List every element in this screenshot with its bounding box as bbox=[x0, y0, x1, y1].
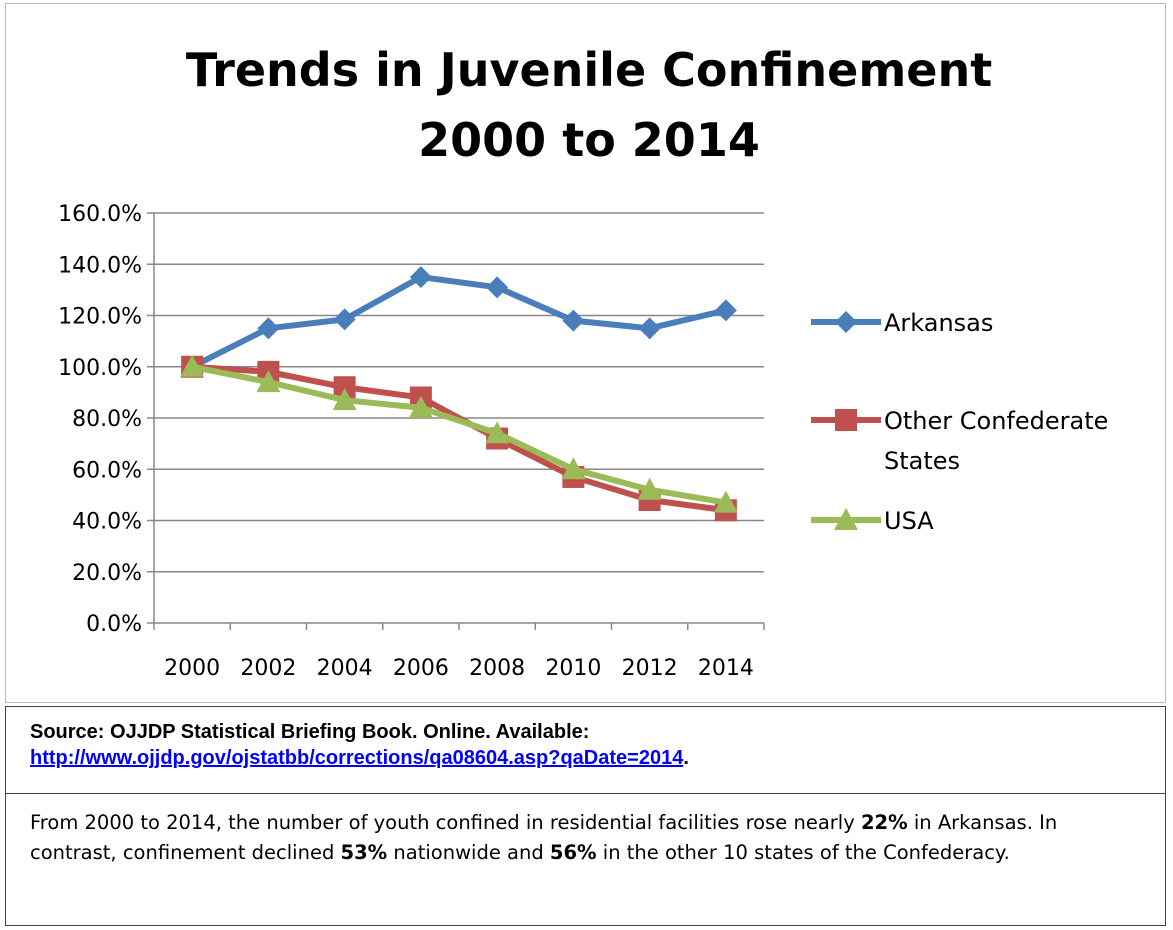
data-point bbox=[256, 370, 281, 393]
y-tick-label: 40.0% bbox=[72, 510, 142, 535]
data-point bbox=[409, 266, 432, 289]
note-bold: 56% bbox=[549, 841, 597, 864]
legend-label: USA bbox=[884, 507, 934, 535]
data-point bbox=[257, 317, 280, 340]
note-text: in Arkansas. In contrast, confinement de… bbox=[30, 811, 1058, 864]
note-bold: 53% bbox=[340, 841, 388, 864]
data-point bbox=[714, 299, 737, 322]
data-point bbox=[333, 308, 356, 331]
series-line-usa bbox=[191, 363, 727, 506]
y-tick-label: 100.0% bbox=[58, 356, 142, 381]
y-tick-label: 80.0% bbox=[72, 407, 142, 432]
data-point bbox=[637, 477, 662, 500]
data-point bbox=[562, 309, 585, 332]
data-point bbox=[638, 317, 661, 340]
x-tick-label: 2000 bbox=[164, 656, 220, 681]
x-tick-label: 2004 bbox=[317, 656, 373, 681]
note-text: nationwide and bbox=[387, 841, 550, 864]
note-bold: 22% bbox=[860, 811, 908, 834]
y-tick-label: 160.0% bbox=[58, 202, 142, 227]
source-period: . bbox=[683, 747, 689, 769]
legend-marker bbox=[835, 409, 857, 431]
source-box: Source: OJJDP Statistical Briefing Book.… bbox=[5, 706, 1166, 794]
x-tick-label: 2014 bbox=[698, 656, 754, 681]
chart-title: 2000 to 2014 bbox=[418, 113, 760, 167]
source-link[interactable]: http://www.ojjdp.gov/ojstatbb/correction… bbox=[30, 747, 684, 769]
note-text: From 2000 to 2014, the number of youth c… bbox=[30, 811, 861, 834]
legend-label: States bbox=[884, 447, 960, 475]
legend-label: Other Confederate bbox=[884, 407, 1108, 435]
note-box: From 2000 to 2014, the number of youth c… bbox=[5, 793, 1166, 926]
data-point bbox=[485, 421, 510, 444]
data-point bbox=[486, 276, 509, 299]
data-point bbox=[333, 376, 356, 399]
data-point bbox=[180, 354, 205, 377]
y-tick-label: 20.0% bbox=[72, 561, 142, 586]
legend-marker bbox=[835, 311, 857, 333]
x-tick-label: 2006 bbox=[393, 656, 449, 681]
data-point bbox=[332, 388, 357, 411]
data-point bbox=[713, 490, 738, 513]
y-tick-label: 120.0% bbox=[58, 305, 142, 330]
y-tick-label: 140.0% bbox=[58, 253, 142, 278]
x-tick-label: 2010 bbox=[545, 656, 601, 681]
x-tick-label: 2008 bbox=[469, 656, 525, 681]
chart-area: Trends in Juvenile Confinement 2000 to 20… bbox=[5, 3, 1166, 703]
line-chart: Trends in Juvenile Confinement 2000 to 20… bbox=[58, 43, 1108, 681]
data-point bbox=[561, 457, 586, 480]
x-tick-label: 2012 bbox=[622, 656, 678, 681]
data-point bbox=[408, 395, 433, 418]
y-tick-label: 0.0% bbox=[86, 612, 142, 637]
legend-label: Arkansas bbox=[884, 309, 993, 337]
series-line-arkansas bbox=[190, 274, 727, 370]
x-tick-label: 2002 bbox=[240, 656, 296, 681]
source-label: Source: OJJDP Statistical Briefing Book.… bbox=[30, 721, 590, 743]
legend-marker bbox=[834, 508, 858, 530]
y-tick-label: 60.0% bbox=[72, 458, 142, 483]
note-text: in the other 10 states of the Confederac… bbox=[596, 841, 1010, 864]
chart-title: Trends in Juvenile Confinement bbox=[186, 43, 992, 97]
